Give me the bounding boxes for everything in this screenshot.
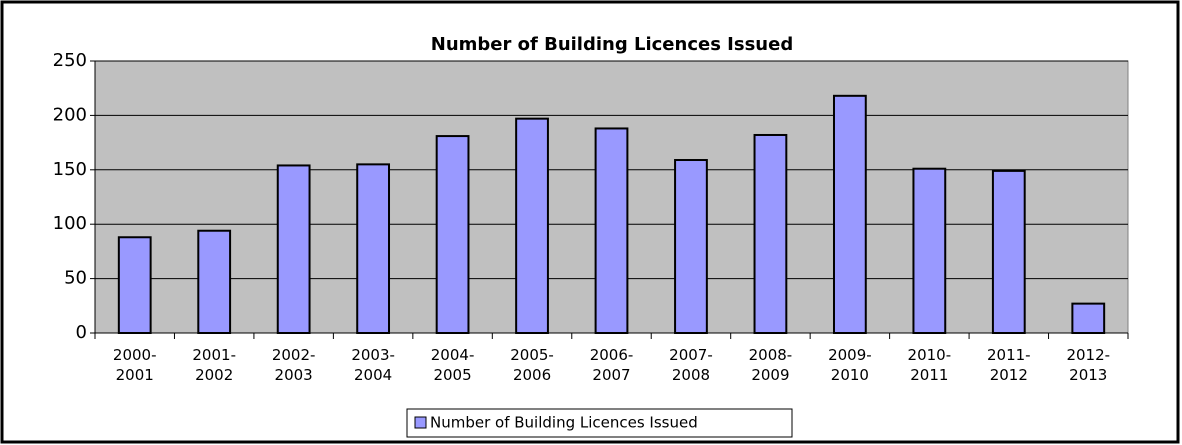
y-tick-label: 100 [53,213,87,234]
legend-box [406,408,793,438]
bar [912,167,947,334]
bar [991,169,1026,334]
x-tick-label: 2011-2012 [987,346,1031,384]
bar [674,159,708,334]
chart-title: Number of Building Licences Issued [431,34,793,55]
bar [276,164,311,334]
bar [753,133,788,334]
y-tick-label: 0 [76,322,87,343]
x-tick-label: 2002-2003 [271,346,316,384]
x-tick-label: 2008-2009 [748,346,793,384]
x-tick-label: 2003-2004 [351,346,395,384]
x-tick-label: 2004-2005 [430,346,475,384]
bar [1071,302,1106,334]
bar [197,229,232,334]
x-tick-label: 2000-2001 [112,346,157,384]
x-tick-label: 2009-2010 [828,346,872,384]
x-tick-label: 2006-2007 [589,346,634,384]
x-tick-label: 2007-2008 [669,346,713,384]
bar [594,127,629,334]
bar [117,236,152,334]
x-tick-label: 2010-2011 [907,346,952,384]
y-tick-label: 150 [53,159,87,180]
x-tick-label: 2012-2013 [1066,346,1111,384]
x-tick-label: 2001-2002 [192,346,236,384]
y-tick-label: 250 [53,50,87,71]
x-tick-label: 2005-2006 [510,346,554,384]
legend-swatch [414,416,427,429]
bar [356,163,391,334]
legend-label: Number of Building Licences Issued [430,414,698,432]
y-tick-label: 200 [53,104,87,125]
bar [515,117,549,334]
bar [832,94,867,335]
y-tick-label: 50 [64,268,87,289]
bar [435,135,470,334]
